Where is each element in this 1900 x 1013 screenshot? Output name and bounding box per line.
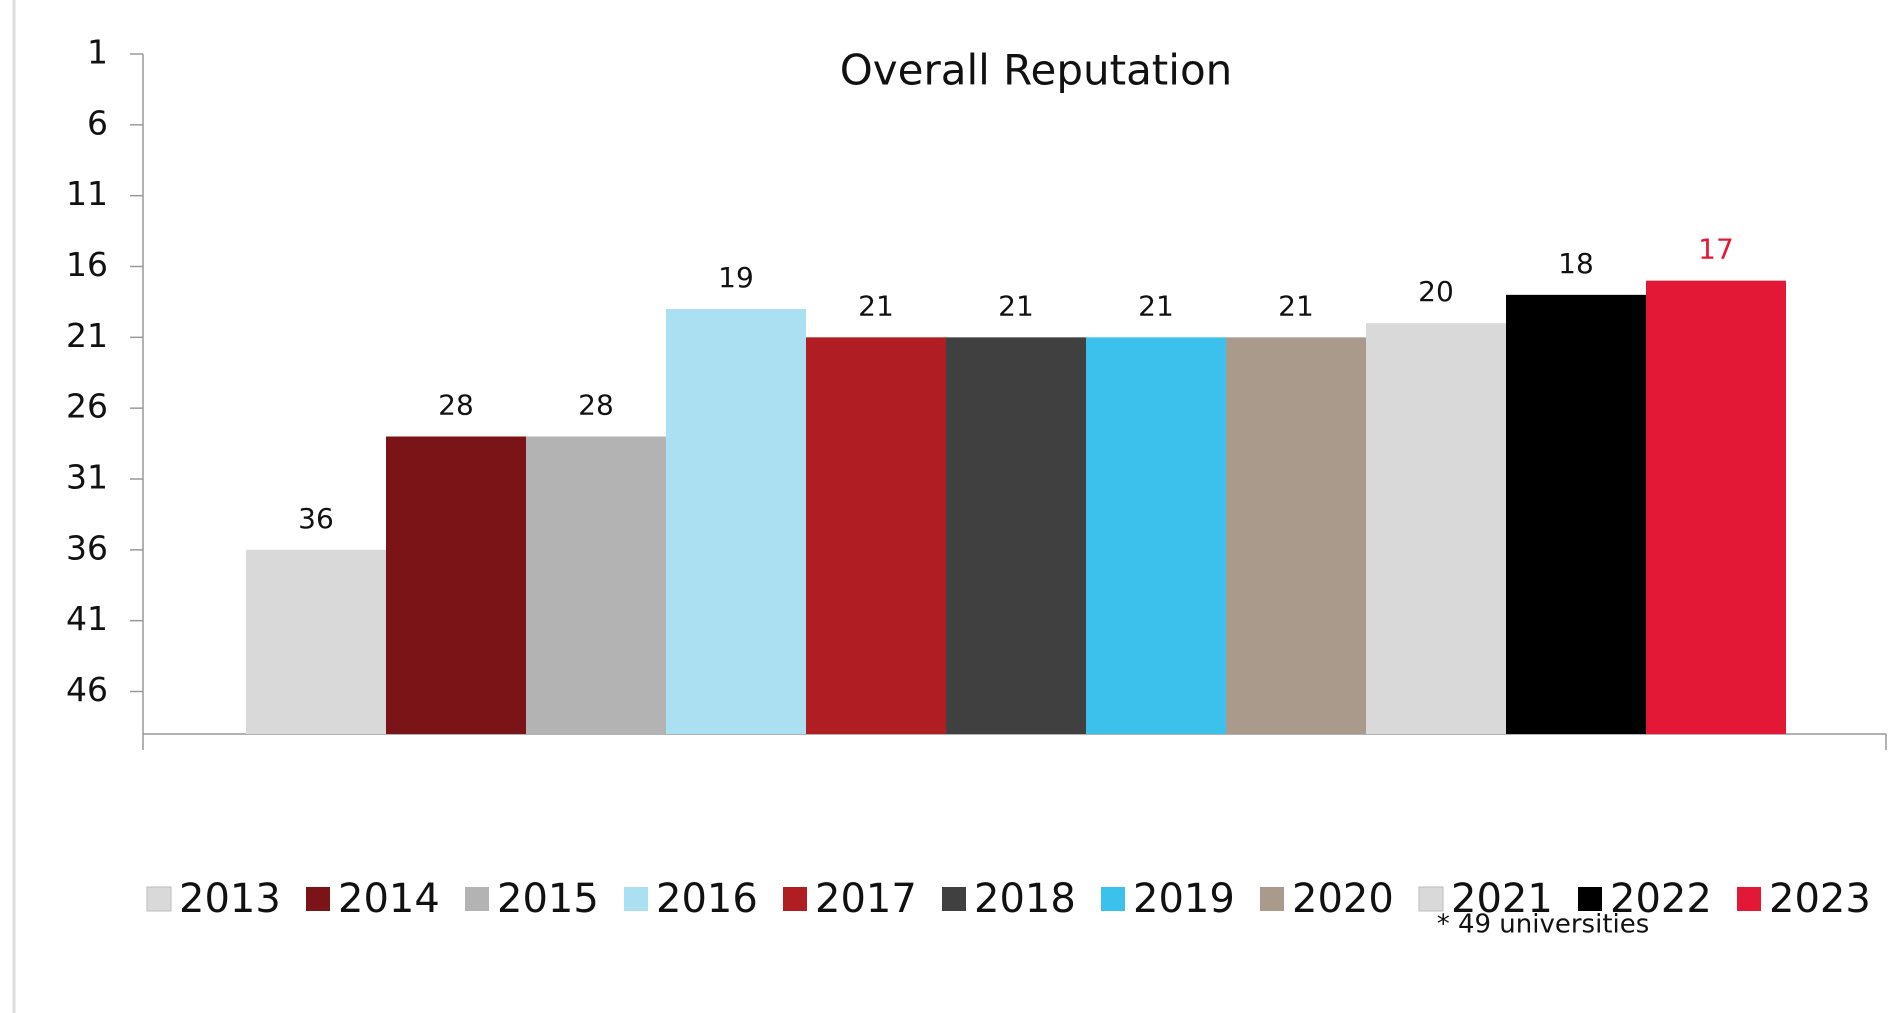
bar (1086, 337, 1226, 734)
value-label: 19 (718, 261, 754, 294)
bar (1226, 337, 1366, 734)
y-tick-label: 1 (87, 33, 108, 72)
legend-swatch (1260, 887, 1284, 911)
legend-swatch (306, 887, 330, 911)
value-label: 21 (1278, 289, 1314, 322)
y-tick-label: 16 (66, 245, 108, 284)
legend-swatch (942, 887, 966, 911)
y-tick-label: 6 (87, 103, 108, 142)
legend-label: 2018 (974, 876, 1076, 922)
bar (1646, 280, 1786, 734)
y-tick-label: 31 (66, 458, 108, 497)
legend-swatch (146, 886, 172, 912)
value-label: 21 (998, 289, 1034, 322)
value-label: 21 (1138, 289, 1174, 322)
y-tick-label: 26 (66, 387, 108, 426)
bar (946, 337, 1086, 734)
legend-label: 2022 (1610, 876, 1712, 922)
legend-swatch (1578, 887, 1602, 911)
y-tick-label: 46 (66, 670, 108, 709)
value-label: 36 (298, 502, 334, 535)
bar (1366, 323, 1506, 734)
y-tick-label: 41 (66, 599, 108, 638)
value-label: 17 (1698, 233, 1734, 266)
legend-label: 2020 (1292, 876, 1394, 922)
legend-swatch (1737, 887, 1761, 911)
y-tick-label: 36 (66, 528, 108, 567)
y-tick-label: 21 (66, 316, 108, 355)
bar (386, 436, 526, 734)
legend-swatch (465, 887, 489, 911)
legend-label: 2019 (1133, 876, 1235, 922)
legend-label: 2016 (656, 876, 758, 922)
value-label: 18 (1558, 247, 1594, 280)
bar (806, 337, 946, 734)
legend-label: 2014 (338, 876, 440, 922)
bar (1506, 294, 1646, 734)
bar (246, 549, 386, 734)
value-label: 28 (578, 389, 614, 422)
legend-label: 2015 (497, 876, 599, 922)
value-label: 21 (858, 289, 894, 322)
y-tick-label: 11 (66, 174, 108, 213)
legend-swatch (1418, 886, 1444, 912)
value-label: 20 (1418, 275, 1454, 308)
legend-swatch (624, 887, 648, 911)
bar (526, 436, 666, 734)
legend-label: 2013 (179, 876, 281, 922)
legend-label: 2017 (815, 876, 917, 922)
legend-label: 2023 (1769, 876, 1871, 922)
legend-label: 2021 (1451, 876, 1553, 922)
bar (666, 309, 806, 734)
annotation: * 49 universities (1437, 910, 1650, 940)
legend-swatch (783, 887, 807, 911)
chart-title: Overall Reputation (840, 46, 1233, 95)
value-label: 28 (438, 389, 474, 422)
legend-swatch (1101, 887, 1125, 911)
